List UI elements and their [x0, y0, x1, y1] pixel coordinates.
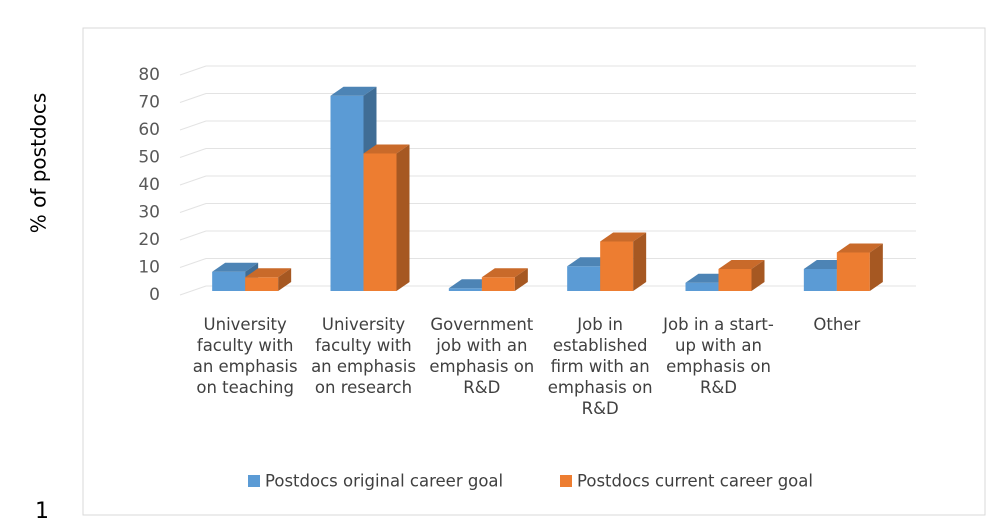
bar	[363, 144, 410, 291]
bar-front	[245, 277, 279, 291]
grid-line	[179, 203, 916, 213]
grid-line	[179, 175, 916, 186]
legend-swatch	[560, 475, 572, 487]
bar-side	[633, 232, 647, 291]
bar-front	[836, 252, 870, 291]
bar-front	[448, 288, 482, 291]
y-tick-label: 30	[138, 203, 160, 223]
bar-side	[514, 268, 528, 291]
grid-line	[179, 258, 916, 268]
bar-front	[481, 277, 515, 291]
bar-front	[212, 271, 246, 291]
x-tick-label: Job in established firm with an emphasis…	[547, 315, 653, 418]
bar	[600, 232, 647, 291]
grid-line-side	[179, 93, 207, 103]
bar-top	[330, 86, 377, 96]
bar-top	[718, 260, 765, 269]
grid-line-side	[179, 230, 207, 241]
bar-top	[600, 232, 647, 242]
x-tick-label: Other	[813, 315, 861, 334]
x-tick-label: Job in a start-up with an emphasis on R&…	[663, 315, 774, 397]
bar	[836, 243, 883, 291]
grid-line	[179, 93, 916, 103]
bar	[481, 268, 528, 291]
bar-front	[600, 241, 634, 291]
grid-line-side	[179, 120, 207, 131]
y-tick-label: 70	[138, 93, 160, 113]
bar-front	[567, 266, 601, 291]
bar-front	[685, 282, 719, 291]
legend-label: Postdocs current career goal	[577, 472, 813, 491]
y-tick-label: 20	[138, 230, 160, 250]
bar-front	[330, 95, 364, 291]
bar-side	[869, 243, 883, 291]
bar-top	[245, 268, 292, 278]
bar	[245, 268, 292, 291]
grid-line-side	[179, 148, 207, 158]
bar-top	[363, 144, 410, 154]
bar-top	[212, 262, 259, 272]
grid-line-side	[179, 175, 207, 186]
y-tick-label: 10	[138, 258, 160, 278]
bar-top	[836, 243, 883, 253]
y-axis-label: % of postdocs	[27, 93, 51, 234]
grid-line	[179, 148, 916, 158]
y-tick-label: 50	[138, 148, 160, 168]
bar-front	[363, 153, 397, 291]
grid-line-side	[179, 203, 207, 213]
page-number: 1	[35, 499, 49, 524]
bar-side	[278, 268, 292, 291]
bar-front	[803, 269, 837, 291]
x-tick-label: Government job with an emphasis on R&D	[429, 315, 535, 397]
grid-line-side	[179, 285, 207, 296]
grid-line	[179, 120, 916, 131]
grid-line	[179, 65, 916, 76]
legend-swatch	[248, 475, 260, 487]
bar	[718, 260, 765, 291]
grid-line-side	[179, 258, 207, 268]
grid-line	[179, 285, 916, 296]
bar-side	[751, 260, 765, 291]
y-tick-label: 0	[149, 285, 160, 305]
legend-label: Postdocs original career goal	[265, 472, 503, 491]
y-tick-label: 40	[138, 175, 160, 195]
y-tick-label: 60	[138, 120, 160, 140]
x-tick-label: University faculty with an emphasis on t…	[192, 315, 298, 397]
bar-front	[718, 269, 752, 291]
x-tick-label: University faculty with an emphasis on r…	[311, 315, 416, 397]
bar-side	[396, 144, 410, 291]
bar-top	[481, 268, 528, 278]
y-tick-label: 80	[138, 65, 160, 85]
grid-line	[179, 230, 916, 241]
grid-line-side	[179, 65, 207, 76]
